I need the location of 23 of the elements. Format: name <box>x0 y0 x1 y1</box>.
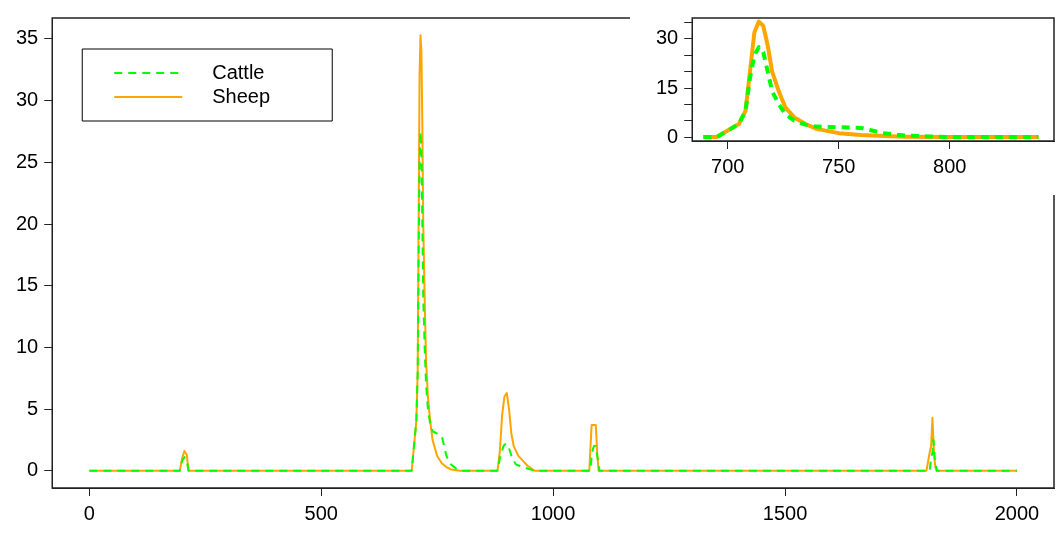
y-tick-label: 35 <box>16 26 39 49</box>
y-tick-label: 30 <box>656 26 679 49</box>
x-tick-label: 750 <box>822 154 856 177</box>
y-tick-label: 25 <box>16 149 39 172</box>
line-series <box>88 130 1018 472</box>
x-tick-label: 700 <box>711 154 745 177</box>
legend-label: Sheep <box>212 84 271 107</box>
x-tick-label: 1500 <box>762 501 808 524</box>
x-tick-label: 800 <box>933 154 967 177</box>
y-tick-label: 0 <box>667 124 679 147</box>
y-tick-label: 20 <box>16 211 39 234</box>
x-tick-label: 500 <box>304 501 338 524</box>
legend-label: Cattle <box>212 60 265 83</box>
y-tick-label: 0 <box>27 458 39 481</box>
x-tick-label: 0 <box>83 501 95 524</box>
y-tick-label: 15 <box>656 75 679 98</box>
y-tick-label: 15 <box>16 273 39 296</box>
y-tick-label: 10 <box>16 334 39 357</box>
line-series <box>701 45 1041 140</box>
x-tick-label: 1000 <box>530 501 576 524</box>
y-tick-label: 5 <box>27 396 39 419</box>
y-tick-label: 30 <box>16 88 39 111</box>
x-tick-label: 2000 <box>994 501 1040 524</box>
